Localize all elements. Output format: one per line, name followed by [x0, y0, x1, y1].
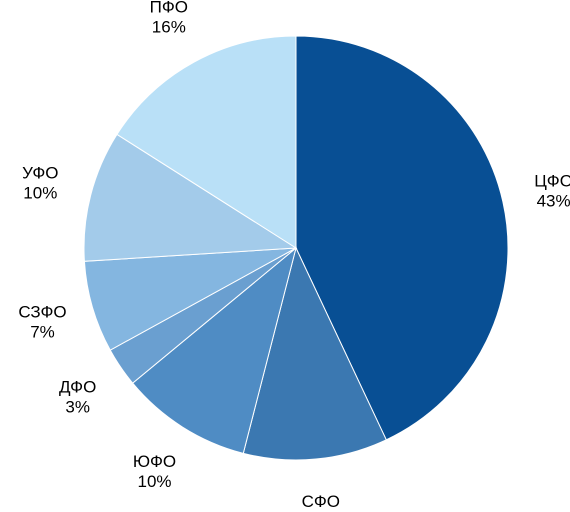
- pie-slice: [83, 133, 298, 262]
- slice-value-label: 10%: [137, 472, 171, 491]
- pie-slice: [131, 246, 297, 454]
- slice-category-label: СФО: [302, 492, 340, 511]
- slice-category-label: ЮФО: [133, 452, 176, 471]
- slice-category-label: ДФО: [59, 377, 96, 396]
- slice-value-label: 16%: [152, 18, 186, 37]
- pie-slice: [242, 246, 387, 461]
- pie-slice: [116, 35, 297, 249]
- slice-value-label: 10%: [23, 183, 57, 202]
- pie-slice: [295, 35, 509, 441]
- slice-category-label: ПФО: [150, 0, 188, 17]
- slice-category-label: УФО: [22, 163, 58, 182]
- slice-value-label: 7%: [30, 323, 55, 342]
- slice-labels: ЦФО43%СФО11%ЮФО10%ДФО3%СЗФО7%УФО10%ПФО16…: [18, 0, 570, 512]
- slice-category-label: СЗФО: [18, 303, 66, 322]
- pie-slices: [83, 35, 509, 461]
- slice-value-label: 3%: [65, 397, 90, 416]
- slice-value-label: 43%: [537, 191, 570, 210]
- slice-category-label: ЦФО: [534, 171, 570, 190]
